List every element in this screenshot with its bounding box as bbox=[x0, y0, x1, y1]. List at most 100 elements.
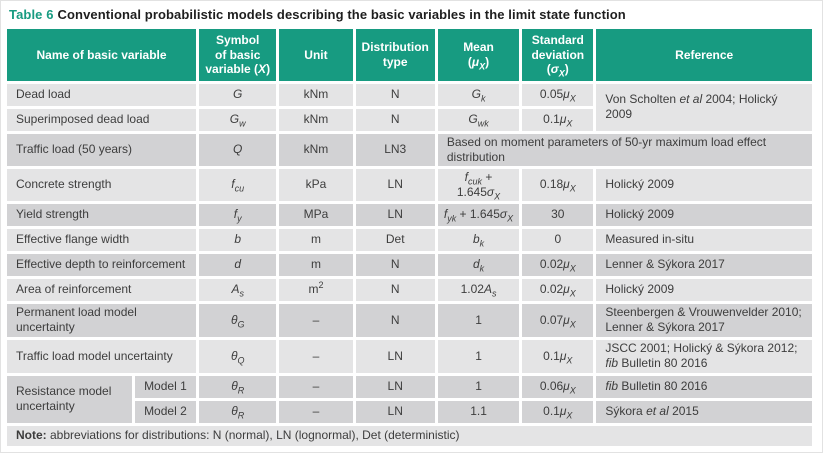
column-header-symbol: Symbol of basic variable (X) bbox=[199, 29, 277, 81]
cell-stddev: 0 bbox=[522, 228, 594, 251]
cell-stddev: 0.05μX bbox=[522, 83, 594, 106]
cell-symbol: Q bbox=[199, 133, 277, 166]
table-caption-text: Conventional probabilistic models descri… bbox=[57, 7, 626, 22]
cell-mean: 1 bbox=[437, 339, 520, 373]
cell-merged-note: Based on moment parameters of 50-yr maxi… bbox=[437, 133, 812, 166]
cell-name: Traffic load model uncertainty bbox=[7, 339, 197, 373]
cell-distribution: LN bbox=[355, 339, 435, 373]
cell-symbol: d bbox=[199, 253, 277, 276]
cell-symbol: θR bbox=[199, 400, 277, 423]
cell-mean: dk bbox=[437, 253, 520, 276]
cell-mean: fyk + 1.645σX bbox=[437, 203, 520, 226]
column-header-distribution: Distribution type bbox=[355, 29, 435, 81]
table-row-area-of-reinforcement: Area of reinforcement As m2 N 1.02As 0.0… bbox=[7, 278, 812, 301]
cell-unit: m bbox=[279, 228, 353, 251]
cell-distribution: N bbox=[355, 278, 435, 301]
table-row-traffic-load: Traffic load (50 years) Q kNm LN3 Based … bbox=[7, 133, 812, 166]
cell-reference: fib Bulletin 80 2016 bbox=[596, 375, 812, 398]
cell-model-label: Model 2 bbox=[135, 400, 197, 423]
cell-name: Effective depth to reinforcement bbox=[7, 253, 197, 276]
table-row-resistance-uncertainty-model1: Resistance model uncertainty Model 1 θR … bbox=[7, 375, 812, 423]
table-row-traffic-load-uncertainty: Traffic load model uncertainty θQ – LN 1… bbox=[7, 339, 812, 373]
column-header-name: Name of basic variable bbox=[7, 29, 197, 81]
table-row-superimposed-dead-load: Superimposed dead load Gw kNm N Gwk 0.1μ… bbox=[7, 108, 812, 131]
cell-symbol: θG bbox=[199, 303, 277, 337]
cell-name: Effective flange width bbox=[7, 228, 197, 251]
cell-name: Traffic load (50 years) bbox=[7, 133, 197, 166]
cell-mean: 1.1 bbox=[437, 400, 520, 423]
probabilistic-models-table: Name of basic variable Symbol of basic var… bbox=[4, 26, 815, 449]
cell-distribution: N bbox=[355, 108, 435, 131]
cell-unit: – bbox=[279, 375, 353, 398]
cell-name: Concrete strength bbox=[7, 168, 197, 201]
cell-stddev: 0.18μX bbox=[522, 168, 594, 201]
cell-symbol: b bbox=[199, 228, 277, 251]
cell-stddev: 0.02μX bbox=[522, 253, 594, 276]
cell-reference: Sýkora et al 2015 bbox=[596, 400, 812, 423]
cell-name: Permanent load model uncertainty bbox=[7, 303, 197, 337]
cell-name: Dead load bbox=[7, 83, 197, 106]
cell-reference: Holický 2009 bbox=[596, 168, 812, 201]
cell-reference: Holický 2009 bbox=[596, 203, 812, 226]
cell-reference: Lenner & Sýkora 2017 bbox=[596, 253, 812, 276]
cell-name: Superimposed dead load bbox=[7, 108, 197, 131]
cell-stddev: 0.02μX bbox=[522, 278, 594, 301]
cell-mean: 1 bbox=[437, 375, 520, 398]
table-row-dead-load: Dead load G kNm N Gk 0.05μX Von Scholten… bbox=[7, 83, 812, 131]
cell-mean: Gk bbox=[437, 83, 520, 106]
table-row-effective-depth: Effective depth to reinforcement d m N d… bbox=[7, 253, 812, 276]
table-row-yield-strength: Yield strength fy MPa LN fyk + 1.645σX 3… bbox=[7, 203, 812, 226]
cell-unit: kNm bbox=[279, 83, 353, 106]
cell-unit: kPa bbox=[279, 168, 353, 201]
cell-reference: JSCC 2001; Holický & Sýkora 2012; fib Bul… bbox=[596, 339, 812, 373]
cell-name: Area of reinforcement bbox=[7, 278, 197, 301]
cell-unit: m bbox=[279, 253, 353, 276]
table-number: Table 6 bbox=[9, 7, 54, 22]
table-note: Note: abbreviations for distributions: N… bbox=[7, 425, 812, 446]
cell-reference: Von Scholten et al 2004; Holický 2009 bbox=[596, 83, 812, 131]
cell-symbol: θR bbox=[199, 375, 277, 398]
cell-name: Yield strength bbox=[7, 203, 197, 226]
cell-distribution: LN bbox=[355, 203, 435, 226]
cell-unit: m2 bbox=[279, 278, 353, 301]
header-row: Name of basic variable Symbol of basic var… bbox=[7, 29, 812, 81]
cell-distribution: LN bbox=[355, 168, 435, 201]
cell-stddev: 0.06μX bbox=[522, 375, 594, 398]
table-row-effective-flange-width: Effective flange width b m Det bk 0 Meas… bbox=[7, 228, 812, 251]
cell-unit: kNm bbox=[279, 108, 353, 131]
column-header-mean: Mean (μX) bbox=[437, 29, 520, 81]
cell-distribution: N bbox=[355, 303, 435, 337]
cell-name-group: Resistance model uncertainty bbox=[7, 375, 133, 423]
table-row-concrete-strength: Concrete strength fcu kPa LN fcuk + 1.64… bbox=[7, 168, 812, 201]
cell-stddev: 0.1μX bbox=[522, 400, 594, 423]
column-header-stddev: Standard deviation (σX) bbox=[522, 29, 594, 81]
cell-distribution: N bbox=[355, 83, 435, 106]
cell-stddev: 0.1μX bbox=[522, 339, 594, 373]
cell-distribution: LN3 bbox=[355, 133, 435, 166]
cell-mean: 1 bbox=[437, 303, 520, 337]
cell-distribution: N bbox=[355, 253, 435, 276]
cell-mean: fcuk + 1.645σX bbox=[437, 168, 520, 201]
cell-unit: kNm bbox=[279, 133, 353, 166]
cell-stddev: 0.1μX bbox=[522, 108, 594, 131]
cell-reference: Measured in-situ bbox=[596, 228, 812, 251]
table-row-resistance-uncertainty-model2: Model 2 θR – LN 1.1 0.1μX Sýkora et al 2… bbox=[7, 400, 812, 423]
cell-unit: – bbox=[279, 339, 353, 373]
cell-symbol: Gw bbox=[199, 108, 277, 131]
cell-reference: Holický 2009 bbox=[596, 278, 812, 301]
cell-mean: Gwk bbox=[437, 108, 520, 131]
cell-stddev: 0.07μX bbox=[522, 303, 594, 337]
column-header-reference: Reference bbox=[596, 29, 812, 81]
cell-model-label: Model 1 bbox=[135, 375, 197, 398]
cell-mean: 1.02As bbox=[437, 278, 520, 301]
table-row-permanent-load-uncertainty: Permanent load model uncertainty θG – N … bbox=[7, 303, 812, 337]
column-header-unit: Unit bbox=[279, 29, 353, 81]
table-note-row: Note: abbreviations for distributions: N… bbox=[7, 425, 812, 446]
cell-unit: MPa bbox=[279, 203, 353, 226]
cell-unit: – bbox=[279, 400, 353, 423]
table-caption: Table 6 Conventional probabilistic models… bbox=[9, 7, 816, 22]
cell-symbol: fcu bbox=[199, 168, 277, 201]
cell-distribution: LN bbox=[355, 375, 435, 398]
cell-unit: – bbox=[279, 303, 353, 337]
